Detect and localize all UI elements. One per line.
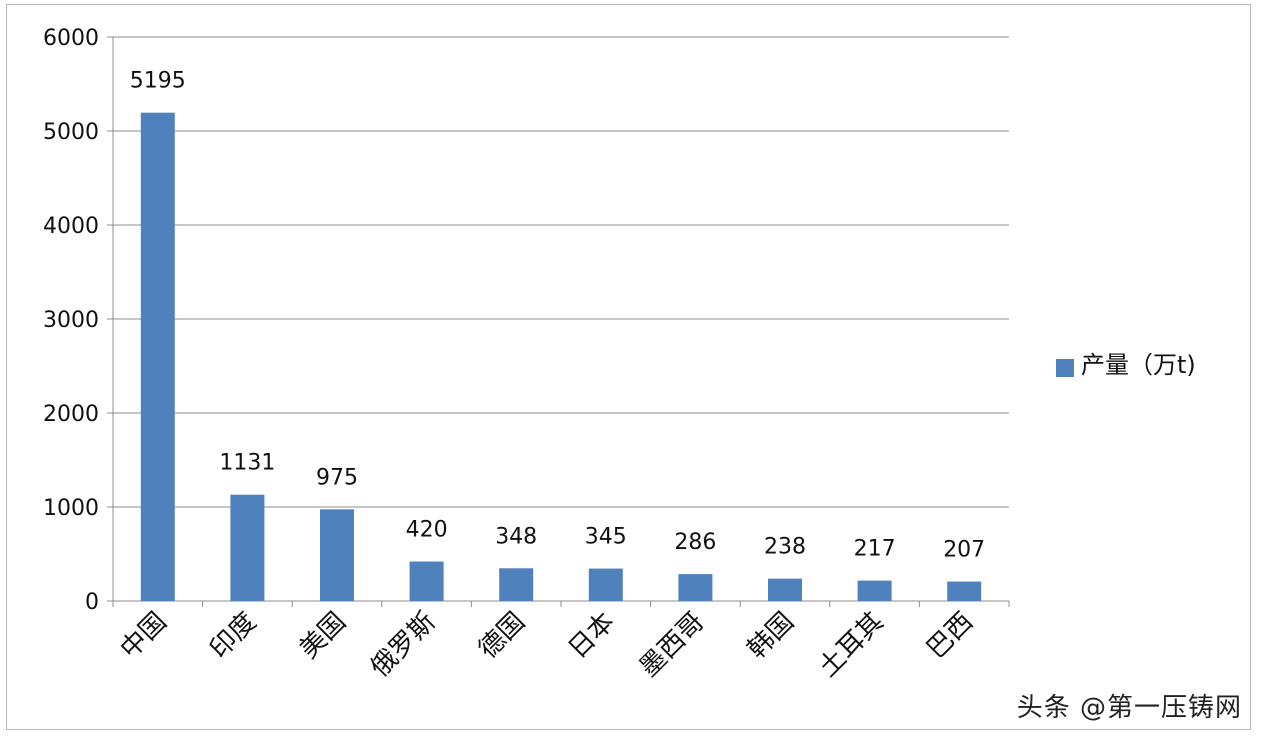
category-label: 墨西哥 — [634, 607, 710, 683]
y-tick-label: 3000 — [43, 308, 99, 333]
category-label: 俄罗斯 — [365, 607, 441, 683]
data-label: 345 — [585, 525, 627, 550]
bar — [947, 581, 982, 601]
watermark: 头条 @第一压铸网 — [1016, 693, 1242, 723]
data-label: 348 — [495, 524, 537, 549]
category-label: 美国 — [294, 607, 352, 665]
y-tick-label: 0 — [85, 590, 99, 615]
data-label: 238 — [764, 535, 806, 560]
bar — [409, 561, 444, 601]
category-label: 土耳其 — [813, 607, 889, 683]
category-label: 韩国 — [742, 607, 800, 665]
bar — [230, 494, 265, 601]
y-tick-label: 6000 — [43, 26, 99, 51]
bar — [857, 580, 892, 601]
data-label: 217 — [854, 537, 896, 562]
y-tick-label: 1000 — [43, 496, 99, 521]
bar — [140, 112, 175, 602]
y-tick-label: 4000 — [43, 214, 99, 239]
y-tick-label: 5000 — [43, 120, 99, 145]
category-label: 中国 — [115, 607, 173, 665]
y-tick-label: 2000 — [43, 402, 99, 427]
data-label: 1131 — [219, 451, 275, 476]
bar — [768, 578, 802, 601]
category-label: 日本 — [563, 607, 621, 665]
data-label: 5195 — [130, 69, 186, 94]
category-label: 巴西 — [921, 607, 979, 665]
chart-frame — [6, 4, 1251, 730]
bar — [320, 509, 354, 601]
legend-swatch — [1056, 359, 1074, 377]
data-label: 286 — [674, 530, 716, 555]
bar — [499, 568, 534, 601]
data-label: 420 — [406, 518, 448, 543]
legend-label: 产量（万t) — [1081, 351, 1196, 379]
data-label: 207 — [943, 538, 985, 563]
category-label: 德国 — [473, 607, 531, 665]
bar — [588, 568, 623, 601]
category-label: 印度 — [204, 607, 262, 665]
data-label: 975 — [316, 465, 358, 490]
bar — [678, 574, 713, 601]
